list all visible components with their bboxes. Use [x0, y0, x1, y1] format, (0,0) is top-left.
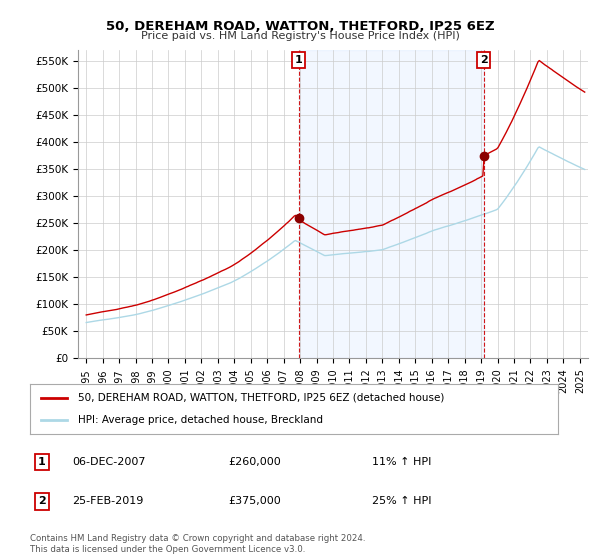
Text: 25% ↑ HPI: 25% ↑ HPI [372, 496, 431, 506]
Text: 1: 1 [295, 55, 302, 65]
Bar [299, 50, 484, 358]
Text: £375,000: £375,000 [228, 496, 281, 506]
Text: This data is licensed under the Open Government Licence v3.0.: This data is licensed under the Open Gov… [30, 545, 305, 554]
Text: 2: 2 [38, 496, 46, 506]
Text: £260,000: £260,000 [228, 457, 281, 467]
Text: 50, DEREHAM ROAD, WATTON, THETFORD, IP25 6EZ: 50, DEREHAM ROAD, WATTON, THETFORD, IP25… [106, 20, 494, 32]
Text: 06-DEC-2007: 06-DEC-2007 [72, 457, 146, 467]
Text: 1: 1 [38, 457, 46, 467]
Text: 2: 2 [479, 55, 487, 65]
Text: 11% ↑ HPI: 11% ↑ HPI [372, 457, 431, 467]
Text: Price paid vs. HM Land Registry's House Price Index (HPI): Price paid vs. HM Land Registry's House … [140, 31, 460, 41]
Text: HPI: Average price, detached house, Breckland: HPI: Average price, detached house, Brec… [77, 415, 323, 425]
Text: 50, DEREHAM ROAD, WATTON, THETFORD, IP25 6EZ (detached house): 50, DEREHAM ROAD, WATTON, THETFORD, IP25… [77, 393, 444, 403]
Text: 25-FEB-2019: 25-FEB-2019 [72, 496, 143, 506]
Text: Contains HM Land Registry data © Crown copyright and database right 2024.: Contains HM Land Registry data © Crown c… [30, 534, 365, 543]
